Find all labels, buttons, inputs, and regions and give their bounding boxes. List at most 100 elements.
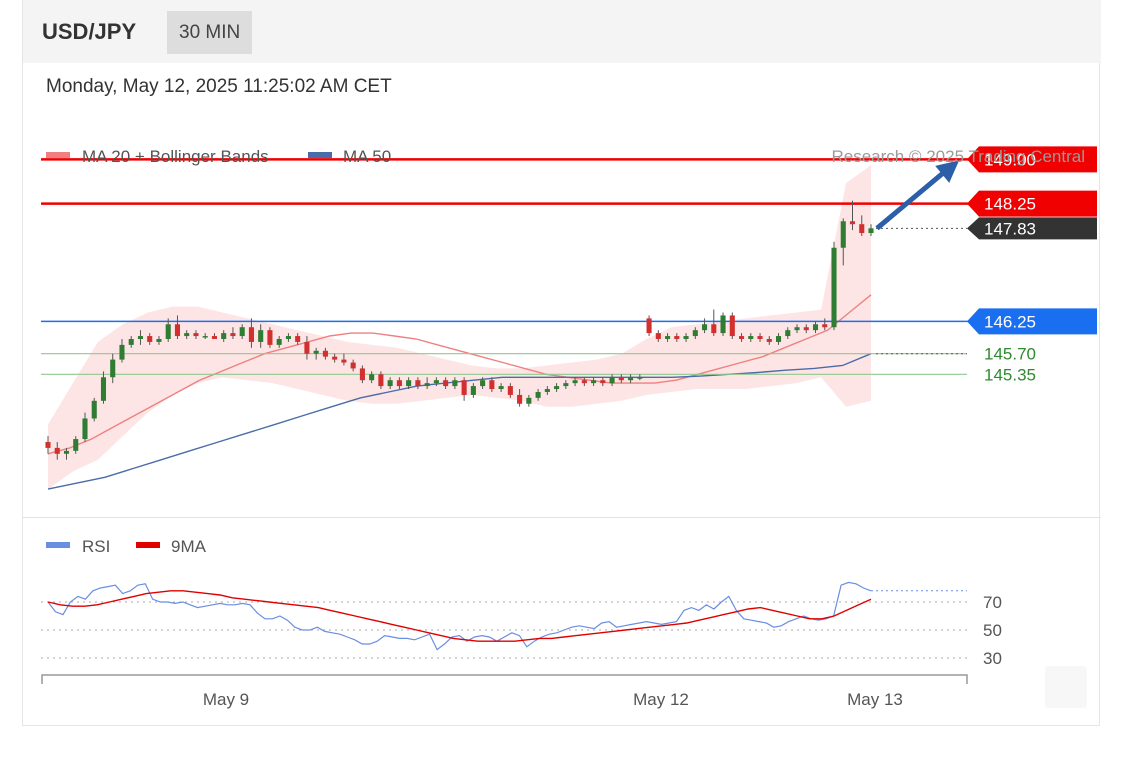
- candle-body: [581, 380, 587, 384]
- timestamp: Monday, May 12, 2025 11:25:02 AM CET: [46, 76, 392, 97]
- candle-body: [738, 336, 745, 339]
- candle-body: [812, 324, 819, 331]
- candle-body: [433, 380, 439, 384]
- rsi-panel: RSI 9MA 70 50 30: [41, 537, 1002, 668]
- candle-body: [785, 330, 791, 337]
- x-tick-label: May 9: [203, 690, 249, 709]
- trend-arrow-head: [935, 160, 960, 183]
- rsi-ma-line: [47, 590, 872, 642]
- candle-body: [332, 356, 338, 360]
- chart-card: USD/JPY 30 MIN Monday, May 12, 2025 11:2…: [22, 0, 1101, 726]
- candle-body: [45, 442, 51, 448]
- timeframe-badge[interactable]: 30 MIN: [167, 11, 253, 54]
- symbol-label: USD/JPY: [42, 19, 137, 44]
- candle-body: [563, 383, 569, 387]
- candle-body: [600, 380, 606, 384]
- candle-body: [82, 418, 88, 440]
- support-label: 145.35: [984, 365, 1036, 384]
- candle-body: [313, 350, 319, 354]
- candle-body: [489, 380, 495, 390]
- candle-body: [665, 336, 671, 339]
- candle-body: [202, 336, 208, 338]
- candle-body: [628, 377, 634, 381]
- ma50-legend-swatch: [308, 152, 332, 158]
- candle-body: [156, 338, 162, 342]
- candle-body: [110, 359, 116, 378]
- candle-body: [803, 327, 809, 331]
- candle-body: [387, 380, 393, 387]
- candle-body: [822, 324, 828, 328]
- candle-body: [831, 247, 837, 328]
- rsi-legend-label: RSI: [82, 537, 110, 556]
- candle-body: [350, 362, 356, 369]
- candle-body: [591, 380, 597, 384]
- candle-body: [674, 336, 680, 339]
- candle-body: [304, 341, 310, 354]
- candle-body: [248, 327, 254, 342]
- candle-body: [285, 336, 291, 339]
- candle-body: [452, 380, 458, 387]
- candle-body: [211, 336, 217, 339]
- candle-body: [480, 380, 486, 387]
- candle-body: [165, 324, 171, 339]
- candle-body: [646, 318, 652, 334]
- resistance-tag: [967, 190, 1097, 217]
- rsi-line: [47, 581, 872, 651]
- ma50-legend-label: MA 50: [343, 147, 391, 166]
- ma20-legend-label: MA 20 + Bollinger Bands: [82, 147, 269, 166]
- candle-body: [221, 333, 227, 339]
- candle-body: [729, 315, 735, 337]
- trend-arrow-shaft: [875, 169, 947, 231]
- candle-body: [193, 333, 199, 337]
- candle-body: [720, 315, 726, 334]
- support-label: 145.70: [984, 345, 1036, 364]
- pivot-tag: [967, 308, 1097, 335]
- candle-body: [322, 350, 328, 357]
- rsi-tick-label: 30: [983, 649, 1002, 668]
- candle-body: [526, 397, 532, 404]
- rsi-tick-label: 50: [983, 621, 1002, 640]
- candle-body: [396, 380, 402, 387]
- candle-body: [757, 336, 763, 339]
- candle-body: [359, 368, 365, 381]
- candle-body: [424, 383, 430, 387]
- x-tick-label: May 13: [847, 690, 903, 709]
- pivot-tag-label: 146.25: [984, 312, 1036, 331]
- candle-body: [517, 394, 523, 404]
- rsi-tick-label: 70: [983, 593, 1002, 612]
- x-axis-line: [41, 674, 968, 684]
- candle-body: [341, 359, 347, 363]
- candle-body: [415, 380, 421, 387]
- candle-body: [535, 391, 541, 398]
- candle-body: [711, 324, 717, 334]
- candle-body: [63, 450, 70, 454]
- candle-body: [470, 386, 476, 395]
- candle-body: [766, 338, 772, 342]
- candle-body: [119, 344, 125, 360]
- candle-body: [775, 336, 782, 342]
- candle-body: [73, 439, 79, 451]
- candle-body: [544, 389, 550, 392]
- candle-body: [258, 330, 264, 342]
- candle-body: [267, 330, 273, 345]
- candle-body: [849, 221, 856, 225]
- candles: [45, 200, 874, 460]
- ma20-legend-swatch: [46, 152, 70, 158]
- candle-body: [840, 221, 846, 248]
- candle-body: [128, 338, 134, 345]
- copyright-label: Research © 2025 Trading Central: [832, 147, 1086, 166]
- panel-divider: [23, 517, 1101, 518]
- candle-body: [868, 228, 874, 234]
- candle-body: [184, 333, 190, 337]
- candle-body: [239, 327, 245, 337]
- candle-body: [618, 377, 624, 381]
- candle-body: [748, 336, 754, 339]
- scroll-to-top-icon[interactable]: [1045, 666, 1087, 708]
- candle-body: [461, 380, 467, 395]
- last-price-tag-label: 147.83: [984, 219, 1036, 238]
- x-axis: May 9 May 12 May 13: [41, 674, 968, 709]
- price-legend: MA 20 + Bollinger Bands MA 50 Research ©…: [46, 147, 1085, 166]
- resistance-tag-label: 148.25: [984, 195, 1036, 214]
